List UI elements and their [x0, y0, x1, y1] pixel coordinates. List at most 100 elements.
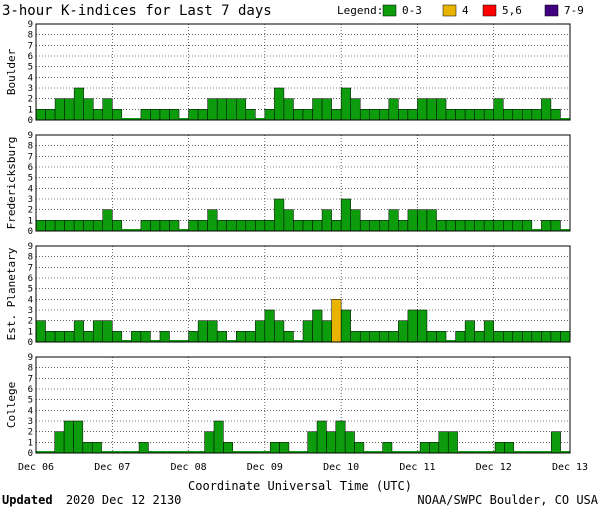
bar-fredericksburg-33	[350, 209, 361, 232]
bar-fredericksburg-27	[293, 220, 304, 232]
y-tick-label: 5	[28, 285, 33, 295]
bar-fredericksburg-7	[102, 209, 113, 232]
y-tick-label: 3	[28, 306, 33, 316]
y-tick-label: 7	[28, 152, 33, 162]
bar-est-planetary-0	[35, 320, 46, 343]
bar-boulder-37	[388, 98, 399, 121]
x-tick-label: Dec 10	[323, 462, 359, 473]
panel-label-est-planetary: Est. Planetary	[5, 247, 18, 340]
bar-boulder-34	[359, 109, 371, 121]
bar-boulder-21	[236, 98, 247, 121]
panel-frame	[35, 23, 571, 121]
legend-item-7-9: 7-9	[564, 4, 584, 17]
legend-item-0-3: 0-3	[402, 4, 422, 17]
bar-est-planetary-1	[45, 331, 56, 343]
bar-est-planetary-36	[379, 331, 390, 343]
y-tick-label: 5	[28, 174, 33, 184]
bar-fredericksburg-47	[483, 220, 494, 232]
y-tick-label: 4	[28, 295, 33, 305]
bar-fredericksburg-54	[550, 220, 561, 232]
bar-boulder-31	[331, 109, 342, 121]
legend-swatch-0-3	[382, 4, 397, 17]
bar-boulder-3	[64, 98, 75, 121]
bar-boulder-20	[226, 98, 237, 121]
bar-fredericksburg-11	[140, 220, 151, 232]
x-tick-label: Dec 13	[552, 462, 588, 473]
bar-est-planetary-50	[512, 331, 523, 343]
bar-fredericksburg-1	[45, 220, 56, 232]
bar-est-planetary-29	[312, 309, 323, 343]
bar-est-planetary-34	[359, 331, 371, 343]
bar-fredericksburg-43	[445, 220, 456, 232]
bar-boulder-2	[54, 98, 65, 121]
bar-fredericksburg-23	[255, 220, 266, 232]
credit-text: NOAA/SWPC Boulder, CO USA	[417, 493, 598, 507]
bar-college-6	[91, 442, 102, 454]
bar-boulder-53	[541, 98, 552, 121]
bar-boulder-48	[493, 98, 504, 121]
bar-fredericksburg-30	[321, 209, 332, 232]
bar-est-planetary-38	[398, 320, 409, 343]
panel-label-college: College	[5, 382, 18, 428]
bar-college-42	[429, 442, 440, 454]
bar-college-18	[204, 431, 215, 454]
y-tick-label: 8	[28, 253, 33, 263]
bar-boulder-42	[436, 98, 447, 121]
legend-item-5-6: 5,6	[502, 4, 522, 17]
y-tick-label: 9	[28, 353, 33, 363]
bar-college-44	[447, 431, 458, 454]
bar-boulder-36	[379, 109, 390, 121]
y-tick-label: 1	[28, 105, 33, 115]
panel-frame	[35, 356, 571, 454]
bar-fredericksburg-44	[455, 220, 466, 232]
y-tick-label: 3	[28, 84, 33, 94]
bar-est-planetary-31	[331, 299, 342, 343]
bar-fredericksburg-21	[236, 220, 247, 232]
bar-boulder-51	[522, 109, 533, 121]
bar-college-29	[307, 431, 318, 454]
y-tick-label: 0	[28, 116, 33, 126]
bar-fredericksburg-53	[541, 220, 552, 232]
bar-est-planetary-16	[188, 331, 199, 343]
bar-boulder-27	[293, 109, 304, 121]
bar-est-planetary-44	[455, 331, 466, 343]
chart-title: 3-hour K-indices for Last 7 days	[2, 3, 272, 19]
bar-est-planetary-42	[436, 331, 447, 343]
x-axis-ticks: Dec 06 Dec 07 Dec 08 Dec 09 Dec 10 Dec 11 Dec …	[18, 462, 588, 473]
bar-fredericksburg-51	[522, 220, 533, 232]
y-tick-label: 6	[28, 274, 33, 284]
bar-fredericksburg-45	[464, 220, 475, 232]
bar-college-34	[354, 442, 365, 454]
bar-college-20	[223, 442, 233, 454]
legend-swatch-4	[442, 4, 457, 17]
bar-boulder-33	[350, 98, 361, 121]
bar-fredericksburg-26	[283, 209, 294, 232]
bar-est-planetary-40	[417, 309, 428, 343]
y-tick-label: 3	[28, 417, 33, 427]
bar-fredericksburg-49	[503, 220, 514, 232]
bar-est-planetary-48	[493, 331, 504, 343]
bar-fredericksburg-12	[150, 220, 161, 232]
bar-est-planetary-35	[369, 331, 380, 343]
x-tick-label: Dec 09	[247, 462, 283, 473]
bar-fredericksburg-46	[474, 220, 485, 232]
bar-est-planetary-30	[321, 320, 332, 343]
bar-boulder-5	[83, 98, 94, 121]
bar-fredericksburg-6	[92, 220, 104, 232]
bar-est-planetary-5	[83, 331, 94, 343]
bar-boulder-16	[188, 109, 199, 121]
bar-est-planetary-33	[350, 331, 361, 343]
bar-fredericksburg-41	[426, 209, 437, 232]
bar-boulder-47	[483, 109, 494, 121]
y-tick-label: 4	[28, 406, 33, 416]
bar-boulder-38	[398, 109, 409, 121]
bar-boulder-8	[112, 109, 123, 121]
bar-fredericksburg-42	[436, 220, 447, 232]
y-tick-label: 1	[28, 438, 33, 448]
bar-est-planetary-6	[92, 320, 104, 343]
bar-est-planetary-26	[283, 331, 294, 343]
bar-fredericksburg-48	[493, 220, 504, 232]
y-tick-label: 6	[28, 385, 33, 395]
